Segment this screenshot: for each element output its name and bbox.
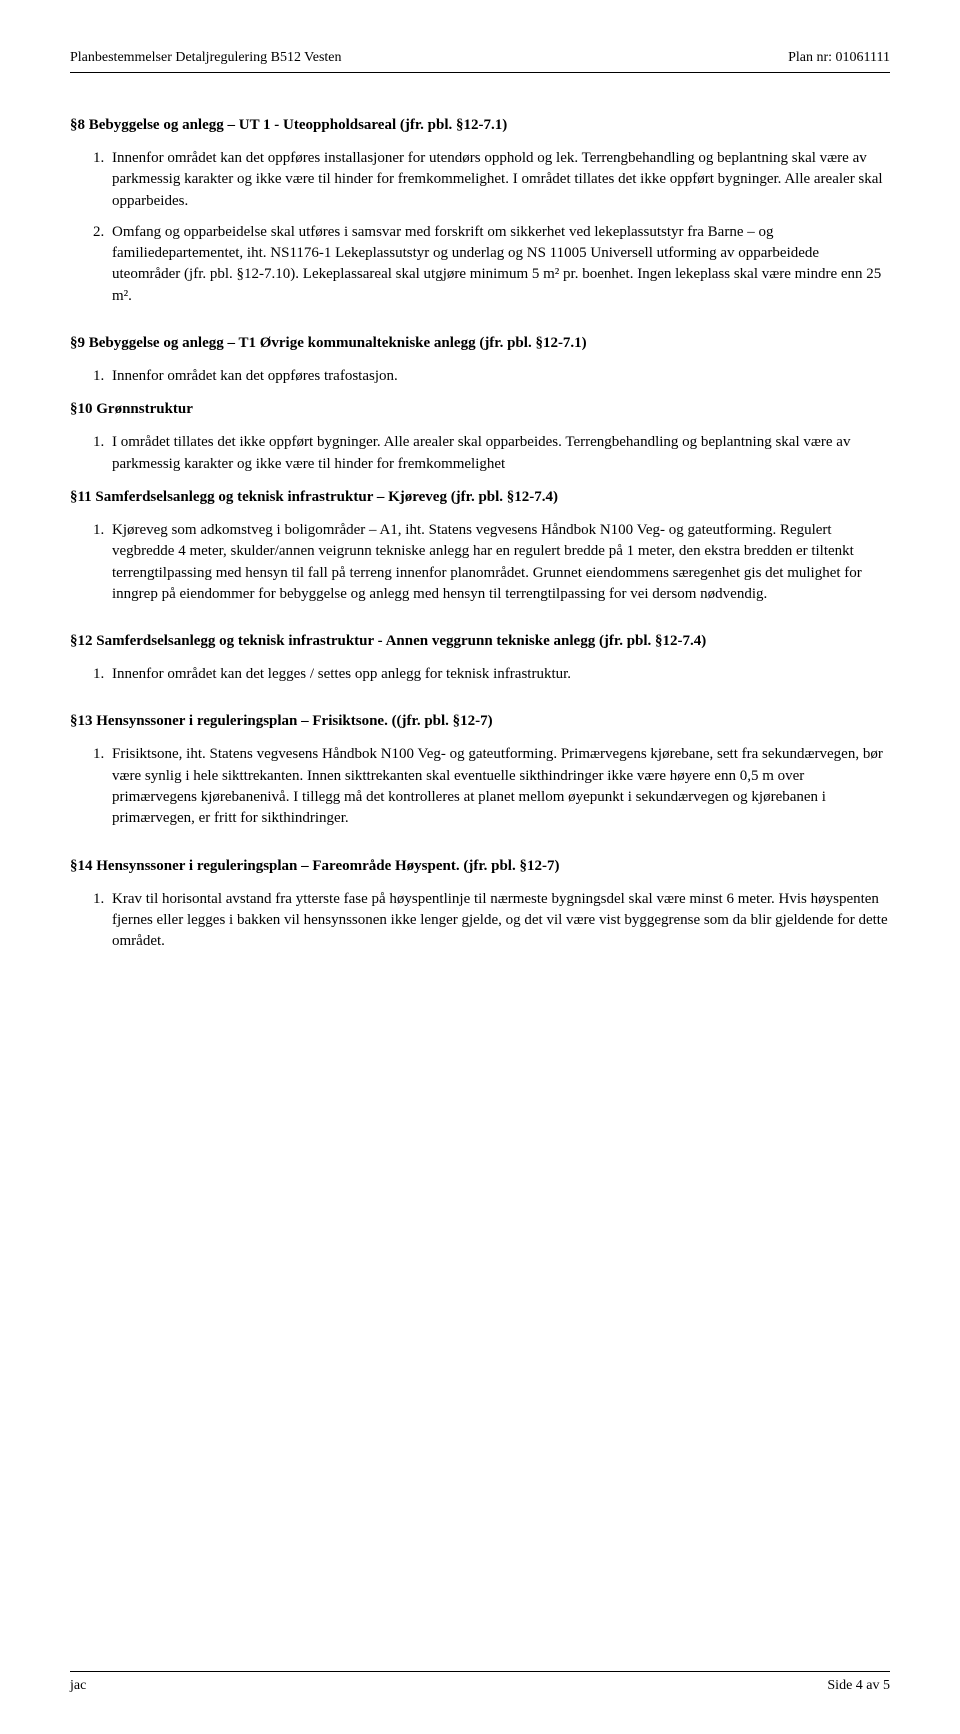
- sec8-item2: Omfang og opparbeidelse skal utføres i s…: [108, 222, 890, 307]
- sec13-title: §13 Hensynssoner i reguleringsplan – Fri…: [70, 713, 890, 730]
- sec11-list: Kjøreveg som adkomstveg i boligområder –…: [108, 520, 890, 605]
- sec9-item1: Innenfor området kan det oppføres trafos…: [108, 366, 890, 387]
- sec8-list: Innenfor området kan det oppføres instal…: [108, 148, 890, 307]
- sec8-title: §8 Bebyggelse og anlegg – UT 1 - Uteopph…: [70, 117, 890, 134]
- footer-line: jac Side 4 av 5: [70, 1678, 890, 1694]
- footer: jac Side 4 av 5: [70, 1671, 890, 1694]
- sec11-title: §11 Samferdselsanlegg og teknisk infrast…: [70, 489, 890, 506]
- sec9-title: §9 Bebyggelse og anlegg – T1 Øvrige komm…: [70, 335, 890, 352]
- sec14-list: Krav til horisontal avstand fra ytterste…: [108, 889, 890, 953]
- sec10-title: §10 Grønnstruktur: [70, 401, 890, 418]
- sec9-list: Innenfor området kan det oppføres trafos…: [108, 366, 890, 387]
- footer-left: jac: [70, 1678, 86, 1694]
- page: Planbestemmelser Detaljregulering B512 V…: [0, 0, 960, 1734]
- header-rule: [70, 72, 890, 73]
- sec8-item1: Innenfor området kan det oppføres instal…: [108, 148, 890, 212]
- sec14-title: §14 Hensynssoner i reguleringsplan – Far…: [70, 858, 890, 875]
- header-left: Planbestemmelser Detaljregulering B512 V…: [70, 50, 342, 66]
- sec14-item1: Krav til horisontal avstand fra ytterste…: [108, 889, 890, 953]
- footer-right: Side 4 av 5: [827, 1678, 890, 1694]
- header-row: Planbestemmelser Detaljregulering B512 V…: [70, 50, 890, 66]
- sec12-list: Innenfor området kan det legges / settes…: [108, 664, 890, 685]
- sec10-list: I området tillates det ikke oppført bygn…: [108, 432, 890, 475]
- sec12-item1: Innenfor området kan det legges / settes…: [108, 664, 890, 685]
- footer-rule: [70, 1671, 890, 1672]
- sec12-title: §12 Samferdselsanlegg og teknisk infrast…: [70, 633, 890, 650]
- sec11-item1: Kjøreveg som adkomstveg i boligområder –…: [108, 520, 890, 605]
- sec13-list: Frisiktsone, iht. Statens vegvesens Hånd…: [108, 744, 890, 829]
- sec10-item1: I området tillates det ikke oppført bygn…: [108, 432, 890, 475]
- sec13-item1: Frisiktsone, iht. Statens vegvesens Hånd…: [108, 744, 890, 829]
- header-right: Plan nr: 01061111: [788, 50, 890, 66]
